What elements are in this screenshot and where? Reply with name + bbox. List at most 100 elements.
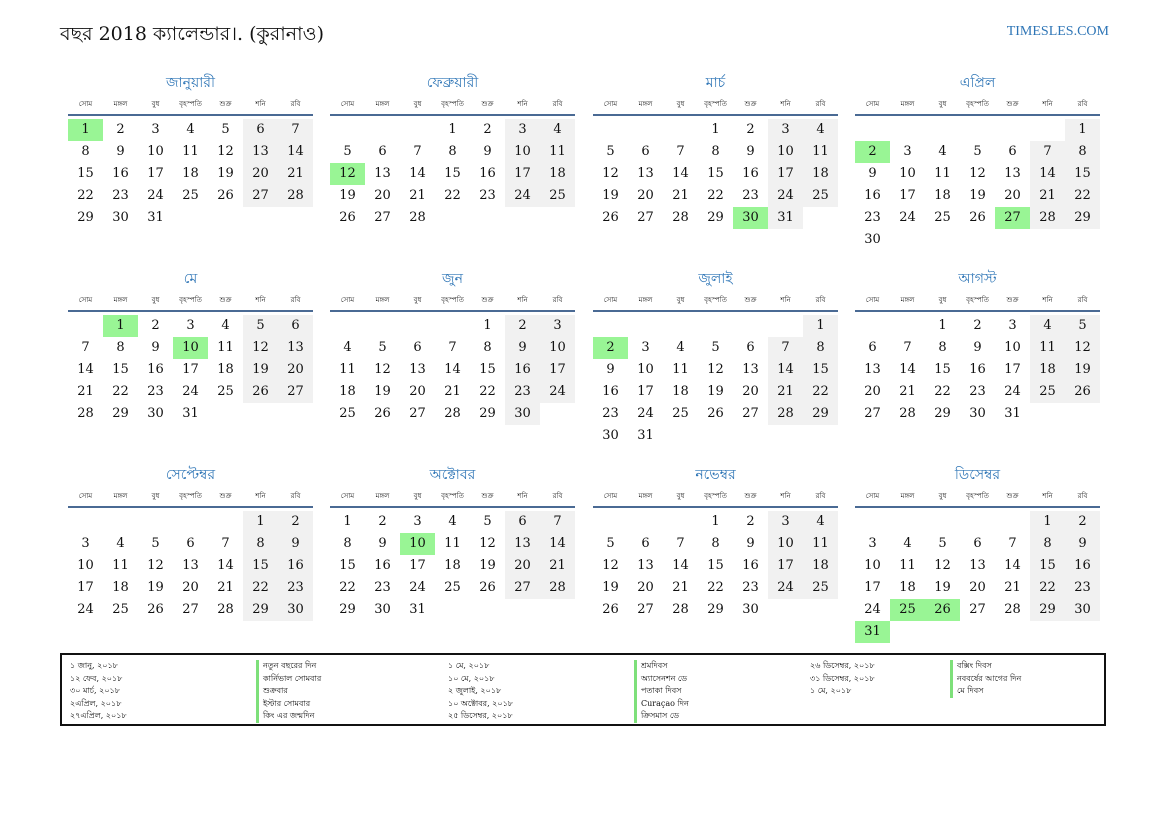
weekday-label: মঙ্গল: [113, 296, 128, 304]
day-cell: 18: [1030, 359, 1065, 381]
day-cell: 26: [217, 188, 234, 203]
day-cell: 20: [1004, 188, 1021, 203]
weekday-label: শুক্র: [1006, 492, 1019, 500]
day-cell-holiday: 25: [890, 599, 925, 621]
day-cell: 16: [1065, 555, 1100, 577]
day-cell: 22: [934, 384, 951, 399]
weekday-label: মঙ্গল: [375, 100, 390, 108]
day-cell: 8: [343, 536, 352, 551]
day-cell: 19: [602, 580, 619, 595]
holiday-legend: ১ জানু, ২০১৮ ১২ ফেব, ২০১৮ ৩০ মার্চ, ২০১৮ ২এ…: [60, 653, 1106, 726]
day-cell: 13: [742, 362, 759, 377]
day-cell: 25: [803, 577, 838, 599]
day-cell: 31: [147, 210, 164, 225]
legend-date: ২৭এপ্রিল, ২০১৮: [70, 711, 127, 720]
weekday-label: শুক্র: [481, 492, 494, 500]
day-grid: 1 2 3 4 5 6 7 8 9 10 11 12 13 14 15 16 17 18 19 20 21 22 23 24 2…: [593, 116, 838, 248]
day-cell: 8: [116, 340, 125, 355]
legend-dates-col-2: ১ মে, ২০১৮ ১০ মে, ২০১৮ ২ জুলাই, ২০১৮ ১০ অক্…: [448, 660, 513, 723]
day-cell: 4: [448, 514, 457, 529]
day-cell: 28: [1030, 207, 1065, 229]
day-cell: 18: [112, 580, 129, 595]
weekday-label: সোম: [78, 492, 93, 500]
day-cell: 22: [1065, 185, 1100, 207]
site-link[interactable]: TIMESLES.COM: [1006, 24, 1109, 39]
weekday-header: সোম মঙ্গল বুধ বৃহস্পতি শুক্র শনি রবি: [855, 288, 1100, 312]
day-cell: 22: [707, 580, 724, 595]
legend-date: ২এপ্রিল, ২০১৮: [70, 698, 122, 708]
day-cell: 18: [444, 558, 461, 573]
legend-date: ১ মে, ২০১৮: [448, 661, 490, 670]
day-cell: 15: [707, 166, 724, 181]
day-cell: 22: [339, 580, 356, 595]
legend-holiday-name: নতুন বছরের দিন: [256, 660, 321, 673]
day-cell: 16: [742, 558, 759, 573]
day-cell: 5: [711, 340, 720, 355]
legend-date: ২৬ ডিসেম্বর, ২০১৮: [810, 661, 875, 670]
weekday-header: সোম মঙ্গল বুধ বৃহস্পতি শুক্র শনি রবি: [330, 484, 575, 508]
day-cell: 16: [112, 166, 129, 181]
day-cell: 7: [221, 536, 230, 551]
day-cell: 23: [742, 580, 759, 595]
day-cell: 27: [864, 406, 881, 421]
weekday-label: সোম: [603, 492, 618, 500]
day-cell: 29: [112, 406, 129, 421]
day-cell: 19: [147, 580, 164, 595]
day-cell: 13: [374, 166, 391, 181]
day-cell: 26: [479, 580, 496, 595]
weekday-label: বৃহস্পতি: [966, 100, 989, 108]
day-cell: 24: [505, 185, 540, 207]
weekday-label: বুধ: [676, 492, 685, 500]
day-cell: 9: [1065, 533, 1100, 555]
day-cell: 19: [374, 384, 391, 399]
weekday-label: শুক্র: [744, 492, 757, 500]
day-cell: 12: [602, 166, 619, 181]
day-cell-holiday: 1: [103, 315, 138, 337]
day-cell: 15: [243, 555, 278, 577]
day-cell: 15: [707, 558, 724, 573]
day-cell: 28: [540, 577, 575, 599]
day-cell: 25: [339, 406, 356, 421]
day-cell: 20: [243, 163, 278, 185]
day-cell: 14: [77, 362, 94, 377]
day-cell: 14: [1004, 558, 1021, 573]
day-cell: 4: [676, 340, 685, 355]
month-name: আগস্ট: [958, 271, 997, 287]
month-4: এপ্রিল সোম মঙ্গল বুধ বৃহস্পতি শুক্র শনি রবি 1 2 3 4…: [855, 72, 1100, 248]
weekday-label: শনি: [255, 492, 266, 500]
day-cell: 1: [711, 122, 720, 137]
day-cell: 20: [864, 384, 881, 399]
month-9: সেপ্টেম্বর সোম মঙ্গল বুধ বৃহস্পতি শুক্র শনি রবি…: [68, 464, 313, 640]
weekday-header: সোম মঙ্গল বুধ বৃহস্পতি শুক্র শনি রবি: [593, 484, 838, 508]
day-cell: 12: [969, 166, 986, 181]
day-cell: 1: [711, 514, 720, 529]
day-cell: 17: [147, 166, 164, 181]
day-cell: 5: [973, 144, 982, 159]
day-cell: 21: [899, 384, 916, 399]
day-cell: 7: [540, 511, 575, 533]
weekday-label: বুধ: [151, 492, 160, 500]
day-cell: 13: [278, 337, 313, 359]
day-cell: 14: [409, 166, 426, 181]
day-cell: 30: [969, 406, 986, 421]
month-name: অক্টোবর: [429, 467, 476, 483]
day-cell-holiday: 2: [593, 337, 628, 359]
day-cell: 3: [903, 144, 912, 159]
day-cell: 25: [803, 185, 838, 207]
day-cell: 7: [676, 144, 685, 159]
weekday-label: রবি: [290, 492, 301, 500]
day-cell: 2: [746, 122, 755, 137]
day-grid: 1 2 3 4 5 6 7 8 9 10 11 12 13 14 15 16 17 18 19 20 21 22 23 24 2…: [68, 508, 313, 640]
day-cell: 4: [803, 511, 838, 533]
month-12: ডিসেম্বর সোম মঙ্গল বুধ বৃহস্পতি শুক্র শনি রবি 1 2…: [855, 464, 1100, 643]
day-cell: 22: [1030, 577, 1065, 599]
day-cell: 11: [182, 144, 199, 159]
day-cell: 15: [112, 362, 129, 377]
day-cell: 31: [768, 207, 803, 229]
day-cell: 13: [637, 166, 654, 181]
day-cell: 25: [444, 580, 461, 595]
day-cell-holiday: 10: [173, 337, 208, 359]
day-cell: 2: [746, 514, 755, 529]
weekday-label: শনি: [1042, 100, 1053, 108]
day-cell: 30: [1065, 599, 1100, 621]
